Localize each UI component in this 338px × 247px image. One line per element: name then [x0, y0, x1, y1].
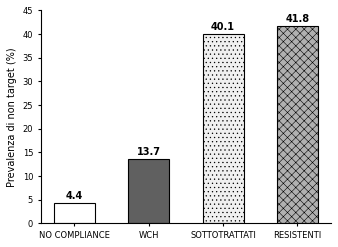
Text: 13.7: 13.7 — [137, 147, 161, 157]
Bar — [54, 203, 95, 224]
Text: 4.4: 4.4 — [66, 191, 83, 201]
Bar — [128, 159, 169, 224]
Text: 41.8: 41.8 — [285, 14, 310, 24]
Bar — [277, 26, 318, 224]
Y-axis label: Prevalenza di non target (%): Prevalenza di non target (%) — [7, 47, 17, 187]
Bar — [203, 34, 243, 224]
Text: 40.1: 40.1 — [211, 22, 235, 32]
